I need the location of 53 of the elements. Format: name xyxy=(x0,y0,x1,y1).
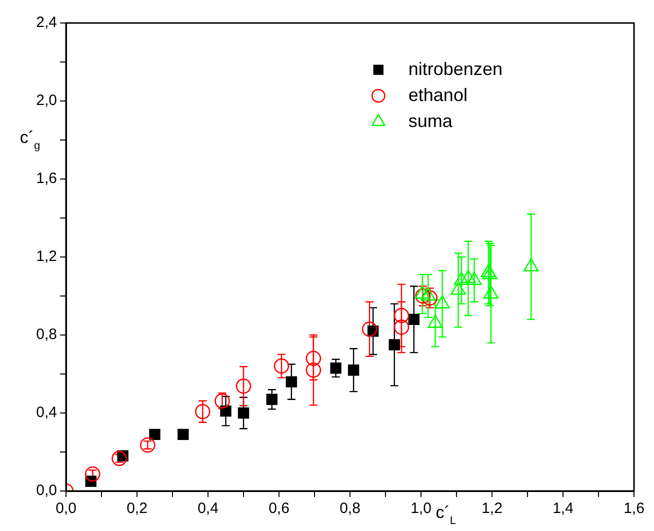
point xyxy=(460,270,476,284)
point xyxy=(408,314,420,325)
x-tick-label: 1,0 xyxy=(410,500,432,518)
x-tick-label: 0,6 xyxy=(268,500,290,518)
point xyxy=(266,394,278,405)
y-tick-label: 0,4 xyxy=(36,404,57,422)
point xyxy=(214,393,230,409)
point xyxy=(236,378,252,394)
point xyxy=(330,362,342,374)
point xyxy=(394,308,410,324)
point xyxy=(414,285,430,299)
point xyxy=(483,285,499,299)
x-tick-label: 1,4 xyxy=(552,500,574,518)
legend-label: ethanol xyxy=(408,84,468,105)
point xyxy=(454,272,470,286)
y-tick-label: 1,6 xyxy=(36,170,57,188)
x-tick-label: 0,8 xyxy=(340,500,360,518)
point xyxy=(450,282,466,295)
point xyxy=(149,428,160,440)
point xyxy=(140,437,156,453)
point xyxy=(434,295,450,308)
point xyxy=(306,350,322,366)
point xyxy=(362,322,378,337)
x-tick-label: 0,0 xyxy=(56,500,76,518)
legend-label: nitrobenzen xyxy=(408,58,502,79)
legend-label: suma xyxy=(408,110,454,131)
point xyxy=(220,405,232,417)
point xyxy=(238,407,250,419)
point xyxy=(112,450,127,466)
point xyxy=(466,272,482,286)
point xyxy=(420,287,436,301)
point xyxy=(306,362,322,378)
point xyxy=(394,320,410,335)
point xyxy=(84,466,100,482)
point xyxy=(415,288,430,304)
y-tick-label: 0,8 xyxy=(36,326,57,344)
x-tick-label: 1,2 xyxy=(482,500,502,518)
point xyxy=(286,376,298,388)
point xyxy=(523,258,539,272)
point xyxy=(195,404,210,420)
x-tick-label: 0,4 xyxy=(198,500,218,518)
point xyxy=(422,290,438,306)
point xyxy=(348,364,360,376)
point xyxy=(178,428,189,440)
y-tick-label: 0,0 xyxy=(36,482,57,500)
x-tick-label: 1,6 xyxy=(624,500,644,518)
y-tick-label: 2,0 xyxy=(36,92,57,110)
point xyxy=(388,339,400,350)
x-tick-label: 0,2 xyxy=(126,500,148,518)
point xyxy=(274,358,290,374)
point xyxy=(428,314,443,328)
y-tick-label: 2,4 xyxy=(36,14,57,32)
y-tick-label: 1,2 xyxy=(36,248,57,266)
